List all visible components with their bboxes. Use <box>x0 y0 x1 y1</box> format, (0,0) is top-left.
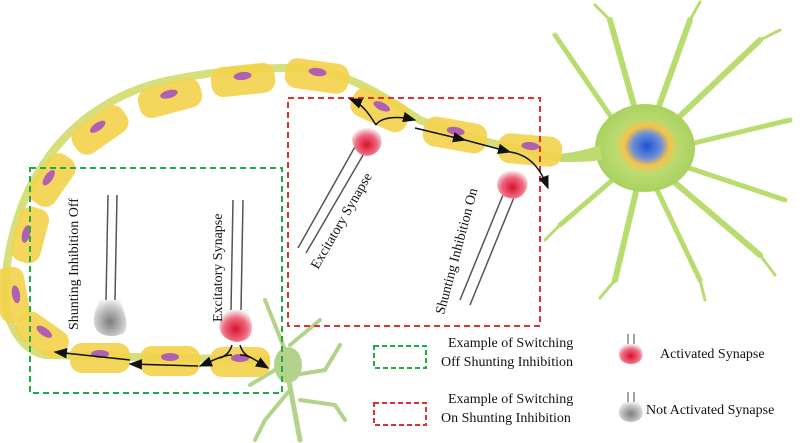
legend-not-activated-icon <box>618 392 643 422</box>
signal-arrows-left <box>53 348 270 370</box>
synapse-activated-left <box>219 199 253 359</box>
legend-red-swatch <box>373 402 427 426</box>
red-example-box <box>287 97 541 327</box>
legend: Example of Switching Off Shunting Inhibi… <box>373 334 774 426</box>
synapse-not-activated-left <box>93 194 127 337</box>
legend-green-line2: Off Shunting Inhibition <box>441 355 573 370</box>
legend-not-activated-label: Not Activated Synapse <box>646 403 774 418</box>
green-example-box <box>29 167 283 394</box>
label-excitatory-left: Excitatory Synapse <box>211 214 226 322</box>
legend-activated-label: Activated Synapse <box>660 347 765 362</box>
legend-red-line1: Example of Switching <box>448 392 573 407</box>
signal-arrows-right <box>348 98 549 190</box>
legend-green-line1: Example of Switching <box>448 336 573 351</box>
label-shunting-off: Shunting Inhibition Off <box>67 198 82 330</box>
legend-green-swatch <box>373 345 427 369</box>
label-shunting-on: Shunting Inhibition On <box>433 187 481 316</box>
dendrite-cluster-body <box>274 347 302 383</box>
synapse-activated-right <box>297 128 382 254</box>
label-excitatory-right: Excitatory Synapse <box>308 171 375 272</box>
neuron-nucleus <box>615 118 679 174</box>
synapse-activated-shunting <box>459 170 528 306</box>
axon-hillock <box>560 145 602 162</box>
legend-activated-icon <box>618 334 643 364</box>
myelin-sheath <box>0 58 563 377</box>
legend-red-line2: On Shunting Inhibition <box>441 411 571 426</box>
